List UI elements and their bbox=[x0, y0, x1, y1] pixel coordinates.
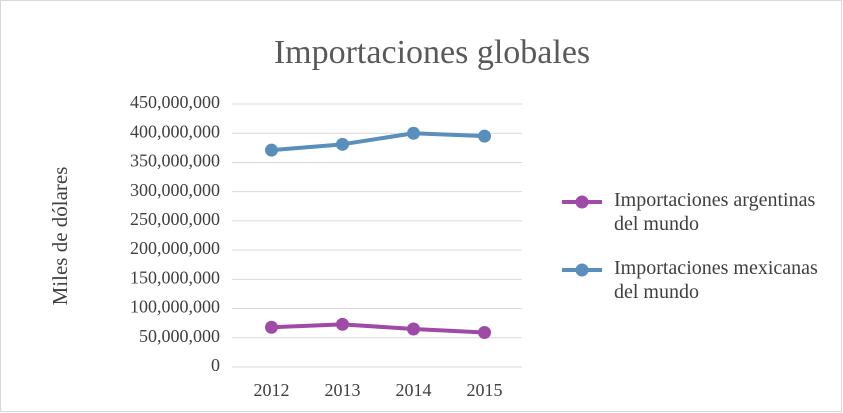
y-tick-label: 200,000,000 bbox=[130, 238, 220, 258]
y-tick-label: 400,000,000 bbox=[130, 121, 220, 141]
legend-entry: Importaciones mexicanas del mundo bbox=[614, 257, 818, 303]
y-tick-label: 150,000,000 bbox=[130, 267, 220, 287]
x-tick-label: 2013 bbox=[325, 380, 361, 400]
y-tick-label: 100,000,000 bbox=[130, 297, 220, 317]
data-point bbox=[265, 320, 278, 334]
data-point bbox=[336, 317, 349, 331]
data-point bbox=[478, 326, 491, 340]
y-tick-label: 250,000,000 bbox=[130, 209, 220, 229]
legend-entry: Importaciones argentinas del mundo bbox=[614, 189, 816, 235]
y-tick-label: 300,000,000 bbox=[130, 180, 220, 200]
data-point bbox=[407, 322, 420, 336]
data-point bbox=[336, 137, 349, 151]
legend-label: Importaciones argentinas del mundo bbox=[614, 189, 816, 235]
data-point bbox=[265, 143, 278, 157]
legend-marker bbox=[575, 263, 589, 277]
y-tick-label: 450,000,000 bbox=[130, 92, 220, 112]
y-axis-label: Miles de dólares bbox=[48, 167, 72, 306]
legend-marker bbox=[575, 195, 589, 209]
legend-label: Importaciones mexicanas del mundo bbox=[614, 257, 818, 303]
y-tick-label: 350,000,000 bbox=[130, 151, 220, 171]
x-tick-label: 2012 bbox=[254, 380, 290, 400]
data-point bbox=[478, 129, 491, 143]
chart-title: Importaciones globales bbox=[274, 34, 590, 71]
y-tick-label: 50,000,000 bbox=[139, 326, 220, 346]
data-point bbox=[407, 126, 420, 140]
x-tick-label: 2014 bbox=[396, 380, 432, 400]
x-tick-label: 2015 bbox=[467, 380, 503, 400]
series-line bbox=[271, 322, 485, 335]
y-tick-label: 0 bbox=[211, 355, 220, 375]
series-line bbox=[271, 131, 485, 153]
